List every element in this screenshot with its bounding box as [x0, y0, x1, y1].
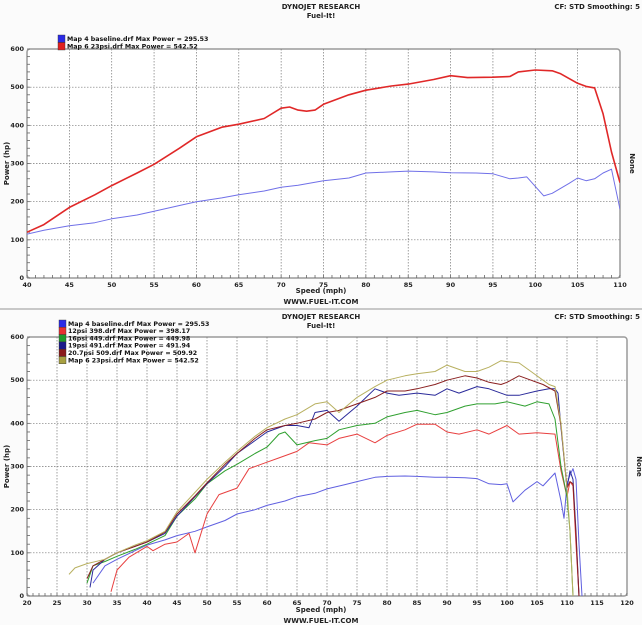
chart-title: DYNOJET RESEARCH: [281, 313, 361, 321]
legend-swatch: [58, 356, 67, 365]
x-tick-label: 90: [442, 599, 452, 607]
right-axis-label: None: [628, 153, 636, 174]
x-tick-label: 110: [613, 281, 627, 289]
x-tick-label: 45: [172, 599, 182, 607]
x-tick-label: 65: [292, 599, 302, 607]
x-tick-label: 85: [404, 281, 414, 289]
series-line-2: [86, 401, 574, 596]
top-dyno-chart-panel: DYNOJET RESEARCH Fuel-It! CF: STD Smooth…: [0, 0, 642, 310]
x-tick-label: 60: [192, 281, 202, 289]
x-tick-label: 35: [112, 599, 122, 607]
chart-subtitle: Fuel-It!: [306, 322, 336, 330]
x-tick-label: 40: [22, 281, 32, 289]
y-tick-label: 200: [10, 198, 24, 206]
series-line-0: [92, 468, 583, 596]
legend-entry: Map 6 23psi.drf Max Power = 542.52: [68, 357, 199, 364]
series-line-0: [27, 168, 620, 235]
legend-swatch: [58, 334, 67, 343]
legend-entry: 12psi 398.drf Max Power = 398.17: [68, 328, 190, 335]
x-tick-label: 115: [590, 599, 604, 607]
legend-swatch: [58, 319, 67, 328]
x-axis-label: Speed (mph): [295, 606, 347, 614]
y-axis-label: Power (hp): [3, 445, 11, 488]
x-tick-label: 95: [472, 599, 482, 607]
top-chart-plot: 40 45 50 55 60 65 70 75 80 85 90 95 100 105 110 0 100 200…: [3, 34, 636, 289]
y-tick-label: 500: [10, 83, 24, 91]
bottom-chart-plot: 20 25 30 35 40 45 50 55 60 65 70 75 80 85 90 95 100 105 11…: [3, 319, 642, 607]
x-tick-label: 120: [620, 599, 634, 607]
legend-entry: 16psi 449.drf Max Power = 449.98: [68, 335, 190, 342]
legend-swatch: [57, 42, 66, 51]
x-tick-label: 95: [488, 281, 498, 289]
chart-subtitle: Fuel-It!: [306, 12, 336, 20]
x-tick-label: 85: [412, 599, 422, 607]
chart-settings-info: CF: STD Smoothing: 5: [554, 313, 640, 321]
y-tick-label: 300: [10, 160, 24, 168]
x-tick-label: 20: [22, 599, 32, 607]
y-tick-label: 300: [10, 463, 24, 471]
legend-entry: 20.7psi 509.drf Max Power = 509.92: [68, 350, 197, 357]
y-tick-label: 400: [10, 419, 24, 427]
y-tick-label: 600: [10, 45, 24, 53]
x-tick-label: 105: [571, 281, 585, 289]
x-tick-label: 75: [319, 281, 329, 289]
y-tick-label: 100: [10, 549, 24, 557]
y-axis-label: Power (hp): [3, 142, 11, 185]
chart-title: DYNOJET RESEARCH: [281, 3, 361, 11]
x-tick-label: 105: [530, 599, 544, 607]
x-tick-label: 50: [202, 599, 212, 607]
legend-swatch: [58, 349, 67, 357]
footer-url: WWW.FUEL-IT.COM: [283, 298, 359, 306]
y-tick-label: 600: [10, 333, 24, 341]
x-tick-label: 80: [361, 281, 371, 289]
series-line-1: [27, 69, 620, 233]
x-tick-label: 60: [262, 599, 272, 607]
x-tick-label: 40: [142, 599, 152, 607]
series-line-1: [110, 423, 580, 596]
bottom-dyno-chart-panel: DYNOJET RESEARCH Fuel-It! CF: STD Smooth…: [0, 310, 642, 625]
x-tick-label: 45: [65, 281, 75, 289]
y-tick-label: 200: [10, 506, 24, 514]
x-tick-label: 70: [277, 281, 287, 289]
x-tick-label: 30: [82, 599, 92, 607]
x-tick-label: 55: [150, 281, 160, 289]
x-tick-label: 70: [322, 599, 332, 607]
x-axis-label: Speed (mph): [295, 287, 347, 295]
right-axis-label: None: [635, 456, 642, 477]
chart-settings-info: CF: STD Smoothing: 5: [554, 3, 640, 11]
x-tick-label: 110: [560, 599, 574, 607]
x-tick-label: 55: [232, 599, 242, 607]
legend-entry: Map 4 baseline.drf Max Power = 295.53: [67, 36, 208, 43]
series-line-4: [86, 375, 580, 596]
legend-swatch: [58, 341, 67, 350]
y-tick-label: 500: [10, 376, 24, 384]
y-tick-label: 0: [19, 592, 24, 600]
x-tick-label: 80: [382, 599, 392, 607]
legend-entry: Map 4 baseline.drf Max Power = 295.53: [68, 321, 209, 328]
x-tick-label: 100: [500, 599, 514, 607]
y-tick-label: 100: [10, 236, 24, 244]
series-line-5: [68, 360, 574, 596]
x-tick-label: 65: [234, 281, 244, 289]
x-tick-label: 90: [446, 281, 456, 289]
legend-swatch: [57, 34, 66, 43]
legend-swatch: [58, 327, 67, 335]
y-tick-label: 400: [10, 121, 24, 129]
x-tick-label: 25: [52, 599, 62, 607]
footer-url: WWW.FUEL-IT.COM: [283, 617, 359, 625]
x-tick-label: 50: [107, 281, 117, 289]
legend-entry: 19psi 491.drf Max Power = 491.94: [68, 343, 191, 350]
y-tick-label: 0: [19, 274, 24, 282]
x-tick-label: 75: [352, 599, 362, 607]
x-tick-label: 100: [528, 281, 542, 289]
legend-entry: Map 6 23psi.drf Max Power = 542.52: [67, 44, 198, 51]
